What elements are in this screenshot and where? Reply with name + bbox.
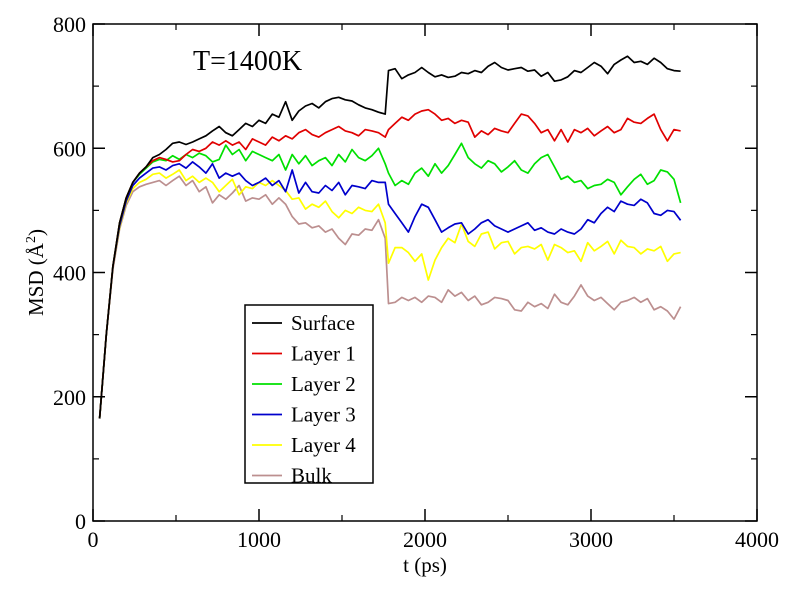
y-axis-label-superscript: 2 <box>24 236 39 243</box>
series-layer <box>98 55 682 419</box>
series-line-layer-4 <box>98 169 681 419</box>
legend-label-layer-2: Layer 2 <box>291 372 356 396</box>
y-axis-label-text: MSD ( <box>24 258 48 316</box>
x-tick-label: 4000 <box>735 527 779 552</box>
series-line-surface <box>98 55 681 419</box>
temperature-annotation: T=1400K <box>193 46 302 77</box>
legend-label-layer-1: Layer 1 <box>291 342 356 366</box>
series-line-layer-3 <box>98 161 682 419</box>
y-tick-label: 800 <box>53 12 86 37</box>
series-line-bulk <box>98 175 682 419</box>
legend-label-layer-3: Layer 3 <box>291 403 356 427</box>
x-tick-label: 2000 <box>403 527 447 552</box>
series-line-layer-2 <box>98 142 682 419</box>
y-tick-label: 600 <box>53 136 86 161</box>
legend: Surface Layer 1 Layer 2 Layer 3 Layer 4 Bulk <box>244 304 374 488</box>
axis-layer: 0 1000 2000 3000 4000 0 200 400 600 800 <box>53 12 779 552</box>
series-line-layer-1 <box>98 108 681 419</box>
x-tick-label: 0 <box>88 527 99 552</box>
y-axis-label-close: ) <box>24 229 48 236</box>
y-tick-label: 0 <box>75 509 86 534</box>
x-axis-label: t (ps) <box>403 553 447 577</box>
y-tick-label: 200 <box>53 385 86 410</box>
y-axis-label: MSD (Å2) <box>24 229 48 316</box>
x-tick-label: 1000 <box>237 527 281 552</box>
x-tick-label: 3000 <box>569 527 613 552</box>
legend-label-layer-4: Layer 4 <box>291 433 356 457</box>
plot-frame <box>92 23 758 522</box>
legend-label-bulk: Bulk <box>291 464 332 488</box>
legend-box <box>244 304 374 484</box>
legend-label-surface: Surface <box>291 311 355 335</box>
y-axis-label-unit: Å <box>24 242 48 258</box>
y-tick-label: 400 <box>53 261 86 286</box>
